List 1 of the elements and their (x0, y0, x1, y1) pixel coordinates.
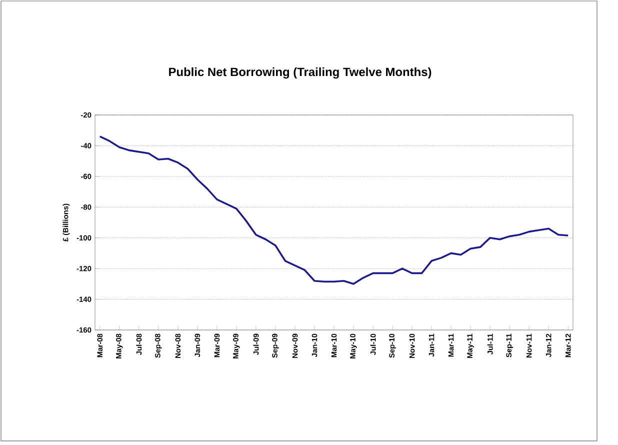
chart-title: Public Net Borrowing (Trailing Twelve Months) (169, 67, 432, 79)
